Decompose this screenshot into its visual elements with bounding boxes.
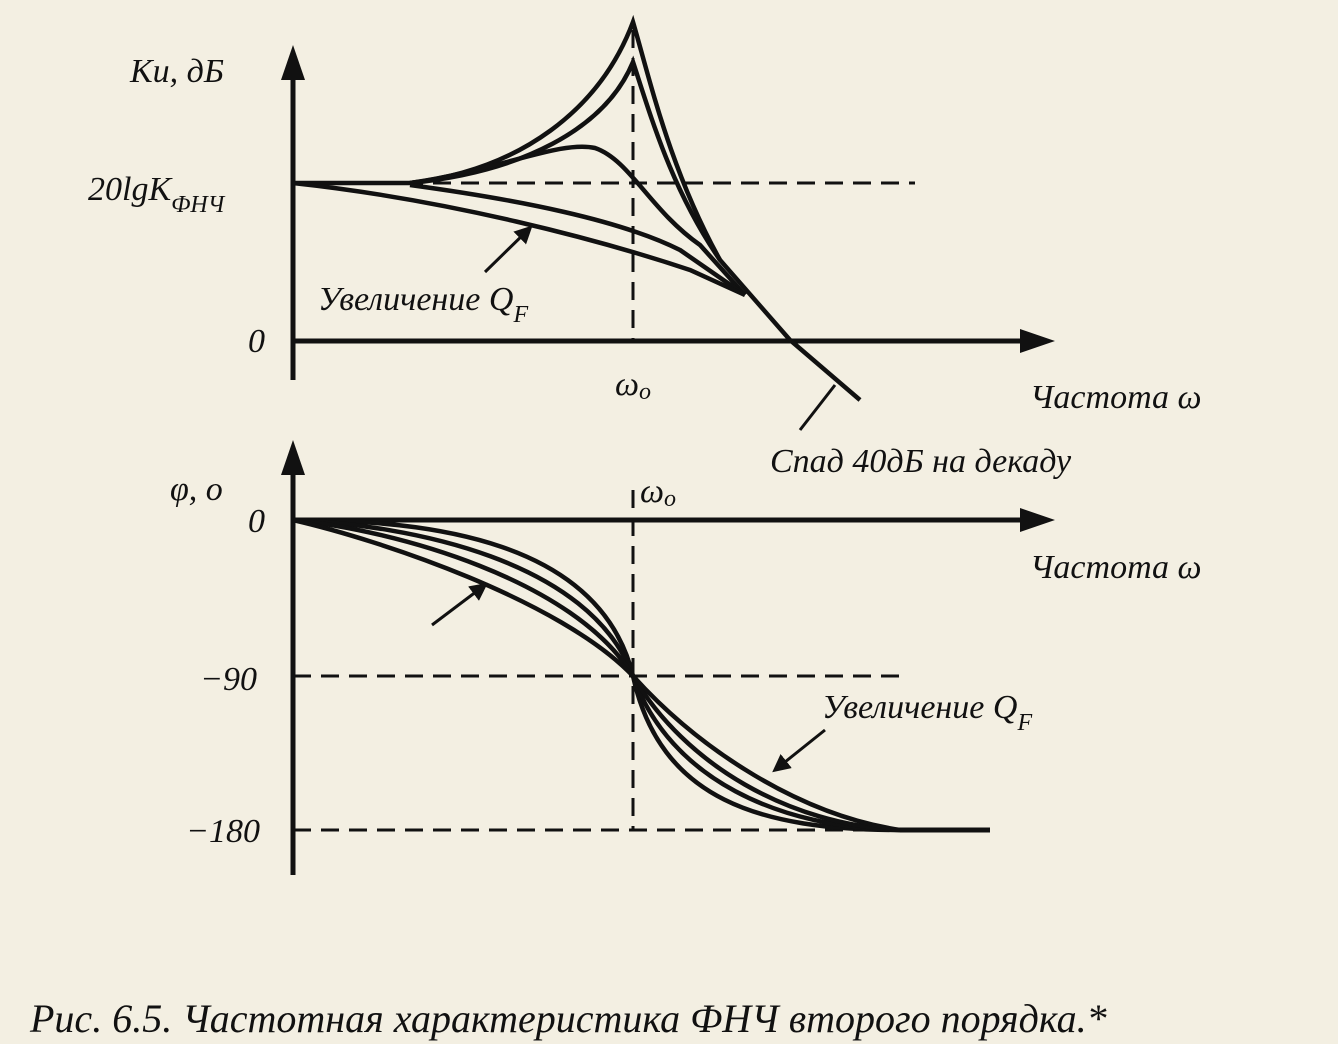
omega-text: ω bbox=[615, 366, 639, 403]
top-plot: Ku, дБ 20lgKФНЧ 0 Увеличение QF ωo Часто… bbox=[88, 14, 1202, 480]
omega-label: ωo bbox=[640, 473, 676, 512]
y-label: Ku, дБ bbox=[129, 53, 224, 90]
curve bbox=[292, 517, 901, 833]
arrow-head bbox=[1020, 329, 1055, 353]
level-sub: ФНЧ bbox=[171, 192, 226, 218]
omega-sub: o bbox=[639, 379, 651, 405]
x-label: Частота ω bbox=[1030, 379, 1202, 416]
caption: Рис. 6.5. Частотная характеристика ФНЧ в… bbox=[29, 996, 1107, 1041]
arrow-head bbox=[281, 440, 305, 475]
minus180-label: −180 bbox=[186, 813, 260, 850]
curve bbox=[409, 144, 747, 297]
annotation: Увеличение QF bbox=[822, 689, 1032, 736]
annotation-text: Увеличение Q bbox=[822, 689, 1017, 726]
level-text: 20lgK bbox=[88, 171, 173, 208]
annotation: Увеличение QF bbox=[318, 281, 528, 328]
y-label: φ, o bbox=[170, 471, 223, 508]
omega-text: ω bbox=[640, 473, 664, 510]
zero-label: 0 bbox=[248, 323, 265, 360]
curve bbox=[293, 14, 862, 402]
arrow-head bbox=[1020, 508, 1055, 532]
annotation-sub: F bbox=[1016, 710, 1032, 736]
rolloff-label: Спад 40дБ на декаду bbox=[770, 443, 1072, 480]
omega-sub: o bbox=[664, 486, 676, 512]
omega-label: ωo bbox=[615, 366, 651, 405]
x-label: Частота ω bbox=[1030, 549, 1202, 586]
bottom-plot: φ, o 0 ωo Частота ω −90 −180 Увеличение … bbox=[170, 440, 1202, 875]
level-label: 20lgKФНЧ bbox=[88, 171, 226, 218]
annotation-sub: F bbox=[512, 302, 528, 328]
minus90-label: −90 bbox=[200, 661, 257, 698]
annotation-arrow bbox=[772, 728, 826, 773]
arrow-head bbox=[281, 45, 305, 80]
annotation-text: Увеличение Q bbox=[318, 281, 513, 318]
curve bbox=[292, 180, 746, 298]
annotation-arrow bbox=[483, 225, 533, 274]
curve bbox=[409, 182, 747, 297]
zero-label: 0 bbox=[248, 503, 265, 540]
annotation-arrow bbox=[431, 582, 488, 627]
leader-line bbox=[798, 384, 837, 431]
